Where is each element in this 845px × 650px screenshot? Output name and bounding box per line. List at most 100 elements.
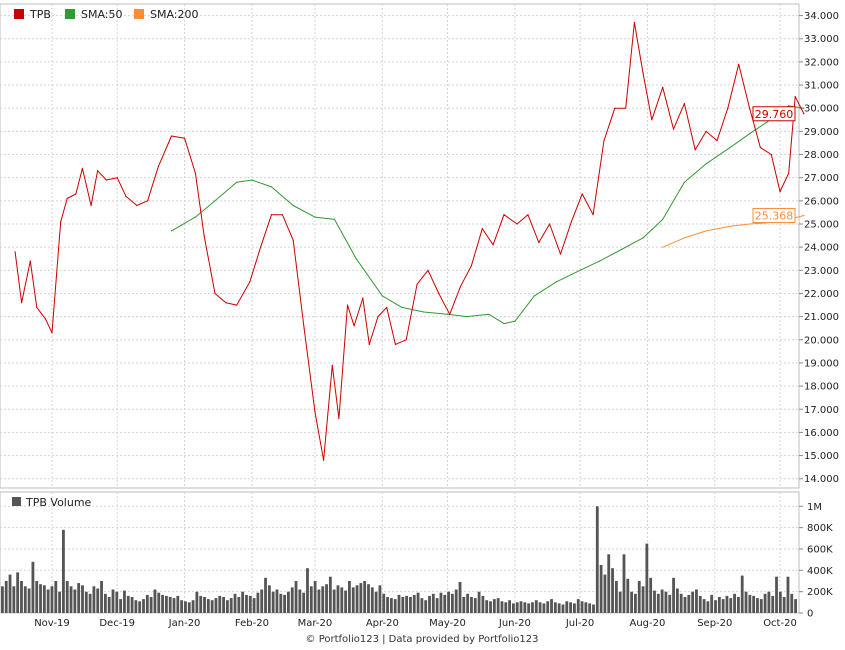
series-point-tpb (66, 197, 68, 200)
x-tick-label: Aug-20 (630, 618, 666, 629)
volume-bar (580, 601, 584, 613)
series-point-sma50 (314, 216, 316, 218)
legend-label-sma200: SMA:200 (150, 8, 199, 21)
series-point-sma50 (194, 216, 196, 218)
last-value-label-sma200: 25.368 (755, 209, 794, 222)
series-point-tpb (549, 223, 551, 225)
volume-bar (668, 594, 672, 613)
series-point-tpb (338, 417, 340, 420)
volume-bar (740, 575, 744, 613)
volume-bar (515, 602, 519, 613)
series-point-tpb (157, 165, 160, 167)
volume-bar (531, 602, 534, 613)
volume-bar (267, 585, 271, 613)
volume-bar (576, 599, 580, 613)
series-point-tpb (214, 292, 216, 295)
volume-bar (210, 600, 214, 613)
series-point-sma50 (620, 248, 623, 251)
volume-bar (763, 593, 767, 613)
series-point-tpb (503, 214, 505, 216)
volume-bar (454, 589, 458, 613)
volume-tick-label: 200K (807, 587, 833, 598)
volume-bar (260, 589, 264, 613)
volume-bar (4, 581, 8, 613)
volume-bar (237, 597, 241, 613)
price-tick-label: 25.000 (804, 220, 839, 231)
series-point-tpb (116, 177, 118, 179)
volume-bar (489, 601, 492, 613)
volume-bar (458, 582, 462, 613)
last-value-tag-tpb (752, 106, 796, 122)
price-panel: 14.000 15.000 16.000 17.000 18.000 19.000 20.0… (0, 3, 839, 489)
series-point-tpb (416, 283, 418, 285)
series-point-tpb (225, 302, 227, 304)
volume-bar (168, 597, 172, 613)
series-point-tpb (136, 204, 138, 207)
series-point-tpb (716, 140, 718, 142)
volume-bar (313, 581, 317, 613)
series-point-sma50 (423, 311, 425, 313)
volume-bar (31, 561, 35, 613)
series-point-tpb (642, 72, 644, 75)
volume-bar (443, 594, 447, 613)
volume-bar (1, 586, 4, 613)
volume-bar (164, 595, 168, 613)
volume-bar (588, 603, 592, 613)
volume-bar (65, 581, 69, 613)
series-point-tpb (60, 221, 62, 223)
volume-bar (340, 587, 344, 613)
x-tick-label: Sep-20 (697, 618, 732, 629)
series-point-tpb (694, 149, 696, 151)
series-point-sma50 (292, 204, 294, 207)
series-point-sma50 (170, 230, 173, 232)
series-point-tpb (516, 223, 518, 225)
volume-bar (470, 597, 473, 613)
volume-bar (336, 585, 340, 613)
volume-bar (645, 543, 649, 613)
series-point-tpb (672, 128, 675, 130)
series-point-tpb (270, 214, 273, 216)
volume-bar (142, 599, 145, 613)
series-point-tpb (203, 235, 205, 237)
volume-bar (744, 591, 748, 613)
volume-bar (412, 594, 416, 613)
series-point-sma200 (683, 237, 686, 239)
volume-bar (344, 590, 348, 613)
volume-bar (462, 597, 466, 613)
series-point-sma200 (749, 223, 751, 225)
volume-bar (363, 581, 367, 613)
volume-bar (233, 593, 237, 613)
series-point-tpb (570, 221, 573, 223)
volume-bar (130, 597, 134, 613)
volume-bar (100, 581, 103, 613)
volume-bar (69, 586, 73, 613)
price-tick-label: 16.000 (804, 428, 839, 439)
volume-bar (203, 597, 206, 613)
volume-bar (73, 589, 77, 613)
price-tick-label: 18.000 (804, 382, 839, 393)
volume-panel-frame (0, 491, 800, 614)
volume-bar (603, 574, 607, 613)
series-point-sma50 (599, 260, 601, 262)
x-tick-label: May-20 (429, 618, 466, 629)
volume-bar (107, 597, 111, 613)
series-point-tpb (323, 459, 325, 461)
volume-vertical-grid (51, 492, 781, 613)
series-point-tpb (749, 107, 751, 109)
series-point-tpb (438, 292, 440, 295)
series-point-sma50 (446, 313, 449, 315)
x-tick-label: Jul-20 (565, 618, 594, 629)
legend-swatch-sma50 (65, 9, 75, 19)
volume-bar (348, 581, 351, 613)
price-tick-label: 27.000 (804, 173, 839, 184)
volume-bar (8, 574, 12, 613)
series-point-tpb (29, 260, 31, 262)
volume-bar (778, 591, 782, 613)
volume-bar (656, 593, 660, 613)
series-point-tpb (651, 119, 653, 121)
volume-bar (138, 601, 142, 613)
volume-bar (473, 598, 477, 613)
price-horizontal-grid (0, 15, 799, 480)
volume-bar (23, 586, 27, 613)
series-point-tpb (260, 246, 262, 248)
